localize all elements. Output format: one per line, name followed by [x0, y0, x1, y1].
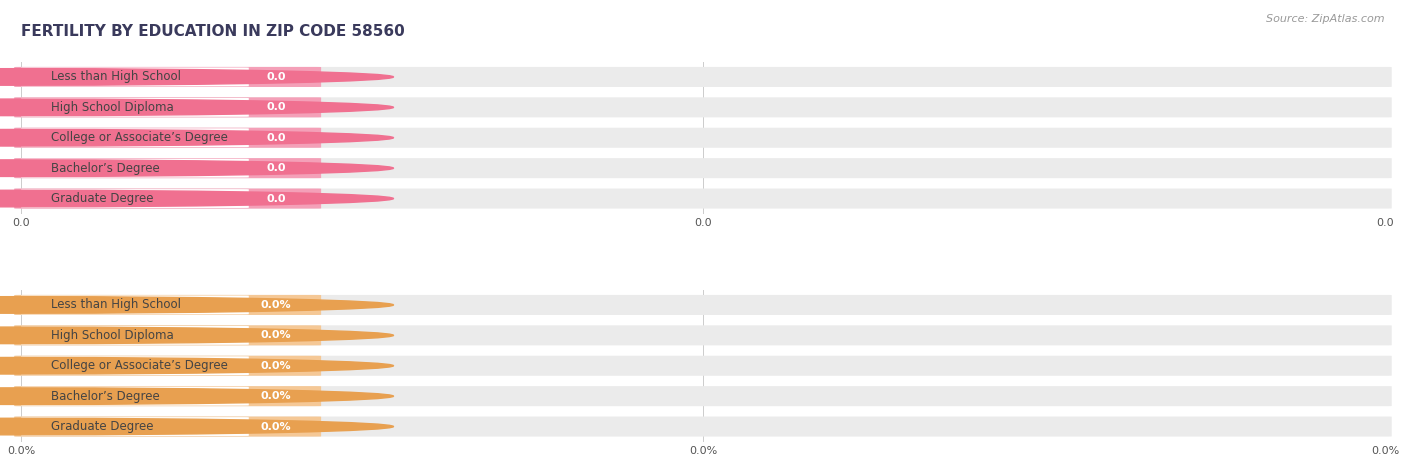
- Text: 0.0: 0.0: [267, 193, 285, 204]
- Circle shape: [0, 99, 394, 115]
- Text: High School Diploma: High School Diploma: [51, 329, 174, 342]
- FancyBboxPatch shape: [14, 128, 321, 148]
- Text: College or Associate’s Degree: College or Associate’s Degree: [51, 131, 228, 144]
- FancyBboxPatch shape: [21, 98, 249, 117]
- FancyBboxPatch shape: [14, 356, 321, 376]
- Text: 0.0%: 0.0%: [262, 300, 291, 310]
- FancyBboxPatch shape: [14, 356, 1392, 376]
- Circle shape: [0, 327, 394, 343]
- Text: Source: ZipAtlas.com: Source: ZipAtlas.com: [1267, 14, 1385, 24]
- FancyBboxPatch shape: [14, 128, 1392, 148]
- Circle shape: [0, 69, 394, 85]
- Text: Graduate Degree: Graduate Degree: [51, 420, 153, 433]
- FancyBboxPatch shape: [21, 159, 249, 178]
- FancyBboxPatch shape: [14, 325, 1392, 345]
- FancyBboxPatch shape: [21, 387, 249, 406]
- FancyBboxPatch shape: [21, 67, 249, 86]
- FancyBboxPatch shape: [14, 97, 321, 117]
- Text: 0.0%: 0.0%: [262, 361, 291, 371]
- Text: Bachelor’s Degree: Bachelor’s Degree: [51, 390, 160, 403]
- Circle shape: [0, 418, 394, 435]
- FancyBboxPatch shape: [14, 386, 321, 406]
- FancyBboxPatch shape: [14, 67, 321, 87]
- FancyBboxPatch shape: [14, 158, 321, 178]
- FancyBboxPatch shape: [21, 128, 249, 147]
- Circle shape: [0, 297, 394, 313]
- Text: Bachelor’s Degree: Bachelor’s Degree: [51, 162, 160, 175]
- Circle shape: [0, 388, 394, 404]
- Circle shape: [0, 160, 394, 176]
- Text: 0.0: 0.0: [267, 163, 285, 173]
- Text: 0.0: 0.0: [267, 133, 285, 143]
- FancyBboxPatch shape: [21, 326, 249, 345]
- Text: Less than High School: Less than High School: [51, 70, 181, 84]
- Circle shape: [0, 130, 394, 146]
- FancyBboxPatch shape: [14, 97, 1392, 117]
- Text: 0.0%: 0.0%: [262, 421, 291, 432]
- Text: 0.0: 0.0: [267, 72, 285, 82]
- FancyBboxPatch shape: [14, 67, 1392, 87]
- FancyBboxPatch shape: [21, 189, 249, 208]
- FancyBboxPatch shape: [14, 189, 321, 209]
- Text: Less than High School: Less than High School: [51, 298, 181, 312]
- Text: 0.0%: 0.0%: [262, 330, 291, 341]
- Text: High School Diploma: High School Diploma: [51, 101, 174, 114]
- FancyBboxPatch shape: [14, 295, 321, 315]
- FancyBboxPatch shape: [21, 417, 249, 436]
- FancyBboxPatch shape: [21, 295, 249, 314]
- Circle shape: [0, 358, 394, 374]
- FancyBboxPatch shape: [14, 325, 321, 345]
- FancyBboxPatch shape: [14, 386, 1392, 406]
- FancyBboxPatch shape: [21, 356, 249, 375]
- FancyBboxPatch shape: [14, 295, 1392, 315]
- Text: 0.0: 0.0: [267, 102, 285, 113]
- Text: Graduate Degree: Graduate Degree: [51, 192, 153, 205]
- FancyBboxPatch shape: [14, 417, 1392, 437]
- Text: FERTILITY BY EDUCATION IN ZIP CODE 58560: FERTILITY BY EDUCATION IN ZIP CODE 58560: [21, 24, 405, 39]
- Text: College or Associate’s Degree: College or Associate’s Degree: [51, 359, 228, 372]
- Circle shape: [0, 190, 394, 207]
- FancyBboxPatch shape: [14, 417, 321, 437]
- FancyBboxPatch shape: [14, 189, 1392, 209]
- FancyBboxPatch shape: [14, 158, 1392, 178]
- Text: 0.0%: 0.0%: [262, 391, 291, 401]
